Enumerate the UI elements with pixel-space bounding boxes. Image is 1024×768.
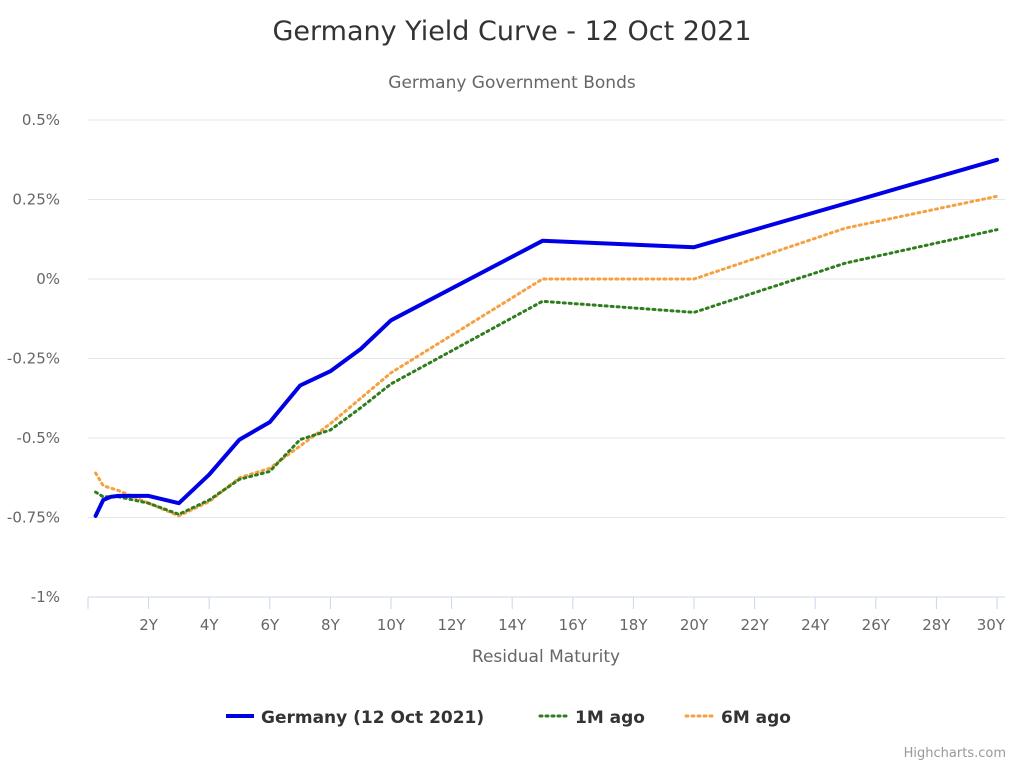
series-line-1m-ago[interactable] (94, 228, 999, 516)
y-tick-label: 0.25% (12, 191, 60, 209)
x-tick-label: 8Y (321, 616, 341, 634)
y-tick-label: 0% (36, 270, 60, 288)
y-tick-label: -0.5% (16, 429, 60, 447)
x-tick-label: 28Y (922, 616, 951, 634)
legend-label: 6M ago (721, 708, 791, 728)
x-tick-label: 6Y (260, 616, 280, 634)
credits-link[interactable]: Highcharts.com (904, 746, 1006, 761)
x-tick-label: 26Y (862, 616, 891, 634)
x-tick-label: 4Y (200, 616, 220, 634)
legend-item-1m-ago[interactable]: 1M ago (538, 708, 645, 728)
series-line-germany[interactable] (93, 157, 999, 518)
y-tick-label: -1% (31, 588, 60, 606)
x-tick-label: 22Y (740, 616, 769, 634)
legend-label: Germany (12 Oct 2021) (261, 708, 484, 728)
x-tick-label: 10Y (377, 616, 406, 634)
x-tick-label: 24Y (801, 616, 830, 634)
x-tick-label: 16Y (559, 616, 588, 634)
y-tick-label: 0.5% (22, 111, 60, 129)
legend-item-6m-ago[interactable]: 6M ago (684, 708, 791, 728)
x-tick-label: 30Y (977, 616, 1006, 634)
x-tick-label: 12Y (437, 616, 466, 634)
legend[interactable]: Germany (12 Oct 2021) 1M ago 6M ago (226, 708, 791, 728)
x-tick-label: 2Y (139, 616, 159, 634)
x-tick-label: 14Y (498, 616, 527, 634)
axes: 0.5% 0.25% 0% -0.25% -0.5% -0.75% -1% 2Y 4Y 6Y 8Y 1… (7, 111, 1006, 634)
x-axis-title: Residual Maturity (472, 647, 620, 667)
chart-title: Germany Yield Curve - 12 Oct 2021 (272, 16, 751, 47)
legend-item-germany[interactable]: Germany (12 Oct 2021) (226, 708, 484, 728)
legend-label: 1M ago (575, 708, 645, 728)
series-lines (93, 157, 999, 518)
chart-subtitle: Germany Government Bonds (388, 73, 636, 93)
x-tick-label: 18Y (619, 616, 648, 634)
x-tick-label: 20Y (680, 616, 709, 634)
y-tick-label: -0.25% (7, 350, 60, 368)
y-tick-label: -0.75% (7, 509, 60, 527)
